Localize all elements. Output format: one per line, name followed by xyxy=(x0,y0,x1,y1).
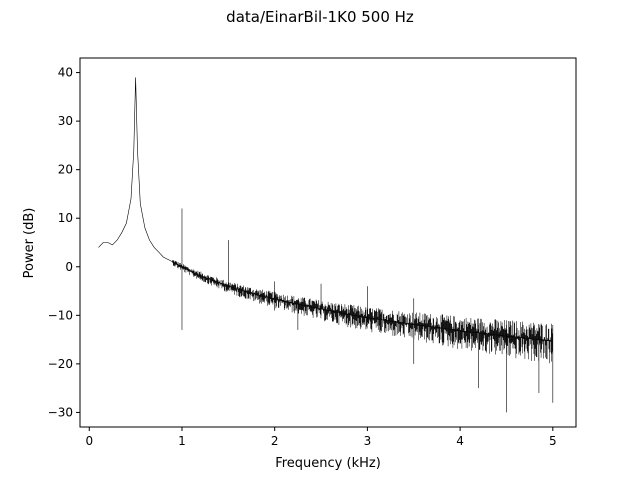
x-tick-label: 2 xyxy=(271,434,279,448)
axes-frame xyxy=(79,57,577,428)
x-tick-label: 5 xyxy=(549,434,557,448)
y-tick-label: 30 xyxy=(58,114,73,128)
plot-area xyxy=(98,77,554,413)
y-tick-label: 0 xyxy=(65,260,73,274)
y-tick-label: 20 xyxy=(58,163,73,177)
y-tick-label: −10 xyxy=(48,308,73,322)
power-spectrum-line xyxy=(98,77,553,342)
x-tick-label: 4 xyxy=(456,434,464,448)
harmonic-spikes xyxy=(181,208,554,413)
x-tick-label: 3 xyxy=(364,434,372,448)
y-axis-label: Power (dB) xyxy=(22,208,37,279)
y-tick-label: −20 xyxy=(48,357,73,371)
chart-title: data/EinarBil-1K0 500 Hz xyxy=(226,8,414,26)
y-tick-label: −30 xyxy=(48,405,73,419)
y-axis: −30 −20 −10 0 10 20 30 40 xyxy=(48,66,80,419)
noise-band xyxy=(172,260,553,364)
y-tick-label: 10 xyxy=(58,211,73,225)
x-tick-label: 1 xyxy=(178,434,186,448)
x-axis: 0 1 2 3 4 5 xyxy=(85,427,557,448)
x-axis-label: Frequency (kHz) xyxy=(275,456,381,471)
y-tick-label: 40 xyxy=(58,66,73,80)
noise-texture xyxy=(172,260,553,364)
x-tick-label: 0 xyxy=(85,434,93,448)
